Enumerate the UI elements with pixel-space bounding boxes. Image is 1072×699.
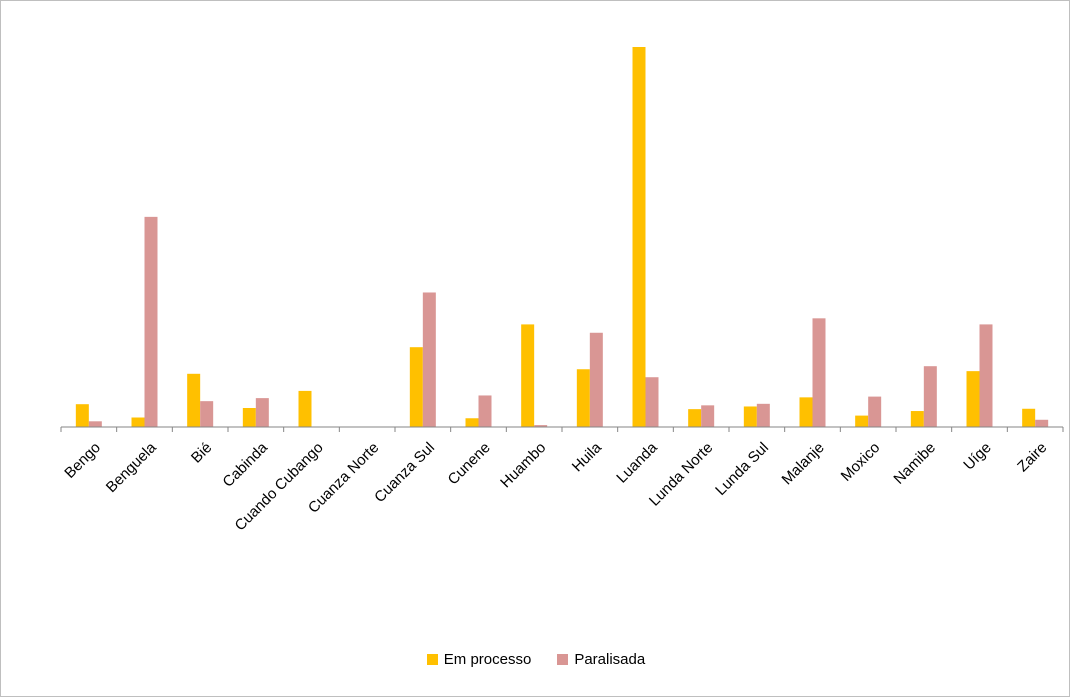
category-label-9: Huila [569,439,606,476]
bar-em-processo-14 [855,415,869,427]
category-label-14: Moxico [838,439,884,485]
bar-em-processo-12 [743,406,757,427]
bar-paralisada-0 [88,421,102,427]
category-label-0: Bengo [61,439,104,482]
bar-em-processo-7 [465,418,479,427]
bars-layer [75,47,1049,427]
legend: Em processo Paralisada [1,647,1071,671]
legend-label-em-processo: Em processo [443,650,532,668]
category-label-16: Uíge [960,439,994,473]
bar-paralisada-13 [812,318,826,427]
category-label-12: Lunda Sul [712,439,772,499]
bar-paralisada-16 [979,324,993,427]
bar-paralisada-14 [868,396,882,427]
legend-item-paralisada: Paralisada [557,651,645,668]
bar-paralisada-3 [255,398,269,427]
bar-paralisada-8 [534,425,548,427]
legend-label-paralisada: Paralisada [574,650,646,668]
bar-paralisada-17 [1035,419,1049,427]
category-label-13: Malanje [779,439,828,488]
bar-em-processo-4 [298,390,312,427]
bar-em-processo-1 [131,417,145,427]
bar-paralisada-7 [478,395,492,427]
bar-paralisada-1 [144,216,158,427]
bar-paralisada-11 [701,405,715,427]
bar-em-processo-6 [409,347,423,427]
bar-em-processo-3 [242,408,256,427]
tick-marks-layer [60,427,1064,432]
bar-em-processo-0 [75,404,89,427]
category-label-6: Cuanza Sul [371,439,438,506]
category-label-15: Namibe [890,439,939,488]
bar-em-processo-13 [799,397,813,427]
category-label-3: Cabinda [219,439,271,491]
bar-em-processo-11 [688,409,702,427]
bar-em-processo-9 [576,369,590,427]
category-label-1: Benguela [103,439,160,496]
category-label-8: Huambo [497,439,549,491]
category-label-7: Cunene [445,439,494,488]
bar-paralisada-6 [422,292,436,427]
legend-swatch-paralisada [557,653,569,665]
bar-paralisada-15 [923,366,937,427]
legend-swatch-em-processo [426,653,438,665]
bar-em-processo-15 [910,411,924,427]
bar-em-processo-2 [187,373,201,427]
category-label-2: Bié [188,439,215,466]
legend-item-em-processo: Em processo [426,650,532,668]
category-label-10: Luanda [613,439,661,487]
bar-paralisada-9 [589,332,603,427]
bar-paralisada-12 [756,403,770,427]
bar-em-processo-16 [966,371,980,427]
bar-em-processo-17 [1022,408,1036,427]
bar-em-processo-8 [521,324,535,427]
bar-em-processo-10 [632,47,646,427]
bar-paralisada-10 [645,377,659,427]
category-label-17: Zaire [1014,439,1050,475]
bar-paralisada-2 [200,401,214,427]
